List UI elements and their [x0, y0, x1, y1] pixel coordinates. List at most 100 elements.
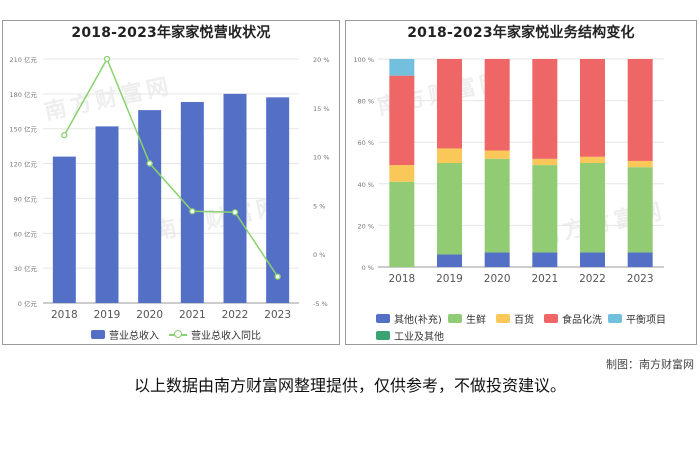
- revenue-bar: [138, 110, 162, 303]
- yoy-point: [274, 273, 281, 280]
- stacked-segment: [437, 163, 462, 255]
- x-tick-label: 2022: [579, 273, 606, 285]
- legend-label-food: 食品化洗: [562, 315, 602, 326]
- y-tick-label-right: 10 %: [313, 154, 330, 162]
- legend-swatch-balance: [608, 314, 622, 323]
- legend-swatch-others: [376, 314, 390, 323]
- x-tick-label: 2018: [388, 273, 415, 285]
- stacked-segment: [532, 165, 558, 253]
- y-tick-label-left: 120 亿元: [10, 160, 38, 169]
- stacked-segment: [437, 59, 462, 149]
- x-tick-label: 2020: [136, 309, 163, 321]
- revenue-bar: [223, 93, 247, 303]
- yoy-point: [103, 55, 111, 63]
- legend-item-food[interactable]: 食品化洗: [544, 311, 602, 326]
- revenue-chart-title: 2018-2023年家家悦营收状况: [71, 25, 271, 41]
- yoy-point: [61, 131, 68, 139]
- chart-credit: 制图：南方财富网: [606, 358, 694, 371]
- y-tick-label-left: 180 亿元: [10, 90, 38, 99]
- legend-swatch-food: [544, 314, 558, 323]
- stacked-segment: [437, 254, 462, 267]
- stacked-segment: [484, 252, 510, 267]
- legend-label-revenue: 营业总收入: [109, 331, 159, 342]
- legend-swatch-general: [496, 314, 510, 323]
- structure-chart-panel: 2018-2023年家家悦业务结构变化 南方财富网 南方财富网 0 %20 %4…: [345, 20, 697, 345]
- legend-label-others: 其他(补充): [394, 315, 442, 326]
- y-tick-label-left: 90 亿元: [14, 194, 38, 203]
- x-tick-label: 2022: [222, 309, 249, 321]
- legend-label-industry: 工业及其他: [394, 332, 444, 343]
- stacked-segment: [627, 252, 653, 267]
- legend-swatch-yoy: [169, 330, 187, 339]
- legend-item-revenue[interactable]: 营业总收入: [91, 327, 159, 342]
- y-tick-label: 100 %: [353, 56, 374, 64]
- stacked-segment: [580, 163, 605, 253]
- legend-item-industry[interactable]: 工业及其他: [376, 328, 444, 343]
- structure-chart-title: 2018-2023年家家悦业务结构变化: [407, 25, 635, 41]
- stacked-segment: [627, 167, 653, 253]
- stacked-segment: [389, 75, 415, 166]
- x-tick-label: 2023: [627, 273, 654, 285]
- stacked-segment: [580, 252, 605, 267]
- legend-swatch-industry: [376, 331, 390, 340]
- y-tick-label-left: 0 亿元: [18, 299, 38, 308]
- yoy-point: [189, 208, 196, 215]
- stacked-segment: [532, 59, 558, 159]
- legend-item-general[interactable]: 百货: [496, 311, 534, 326]
- revenue-bar: [180, 101, 204, 303]
- legend-item-yoy[interactable]: 营业总收入同比: [169, 327, 261, 342]
- revenue-bar: [266, 97, 290, 303]
- y-tick-label-left: 150 亿元: [10, 125, 38, 134]
- legend-label-balance: 平衡项目: [626, 315, 666, 326]
- stacked-segment: [627, 160, 653, 168]
- stacked-segment: [580, 156, 605, 163]
- revenue-bar: [95, 126, 119, 303]
- legend-item-balance[interactable]: 平衡项目: [608, 311, 666, 326]
- y-tick-label-left: 210 亿元: [10, 55, 38, 64]
- y-tick-label: 60 %: [357, 139, 374, 147]
- disclaimer-text: 以上数据由南方财富网整理提供，仅供参考，不做投资建议。: [133, 376, 566, 395]
- legend-item-others[interactable]: 其他(补充): [376, 311, 442, 326]
- x-tick-label: 2021: [179, 309, 206, 321]
- y-tick-label-right: 20 %: [313, 56, 330, 64]
- stacked-segment: [532, 158, 558, 166]
- y-tick-label-left: 30 亿元: [14, 264, 38, 273]
- revenue-chart-panel: 2018-2023年家家悦营收状况 南方财富网 南方财富网 0 亿元 30 亿元 6…: [2, 20, 340, 345]
- y-tick-label-right: 5 %: [313, 202, 325, 210]
- stacked-segment: [627, 59, 653, 161]
- y-tick-label: 40 %: [357, 181, 374, 189]
- legend-label-yoy: 营业总收入同比: [191, 331, 261, 342]
- y-tick-label-right: 15 %: [313, 105, 330, 113]
- stacked-segment: [484, 59, 510, 151]
- x-tick-label: 2019: [94, 309, 121, 321]
- y-tick-label: 20 %: [357, 222, 374, 230]
- structure-legend: 其他(补充) 生鲜 百货 食品化洗 平衡项目 工业及其他: [346, 311, 696, 345]
- y-tick-label: 0 %: [362, 264, 374, 272]
- stacked-segment: [389, 165, 415, 182]
- revenue-bar: [52, 156, 76, 303]
- yoy-point: [231, 209, 239, 216]
- stacked-segment: [484, 158, 510, 253]
- x-tick-label: 2023: [264, 309, 291, 321]
- stacked-segment: [580, 59, 605, 157]
- stacked-segment: [389, 59, 415, 76]
- legend-label-fresh: 生鲜: [466, 315, 486, 326]
- revenue-chart-canvas: 0 亿元 30 亿元 60 亿元 90 亿元 120 亿元 150 亿元 180 亿元 210…: [10, 55, 330, 321]
- stacked-segment: [484, 150, 510, 159]
- legend-swatch-fresh: [448, 314, 462, 323]
- x-tick-label: 2019: [436, 273, 463, 285]
- yoy-point: [146, 160, 153, 167]
- revenue-legend: 营业总收入 营业总收入同比: [3, 327, 339, 342]
- x-tick-label: 2018: [51, 309, 78, 321]
- x-tick-label: 2020: [484, 273, 511, 285]
- stacked-segment: [389, 181, 415, 267]
- structure-chart-canvas: 0 % 20 % 40 % 60 % 80 % 100 % 2018 2019 2020 2021…: [353, 56, 664, 285]
- legend-item-fresh[interactable]: 生鲜: [448, 311, 486, 326]
- y-tick-label: 80 %: [357, 98, 374, 106]
- stacked-segment: [437, 148, 462, 163]
- stacked-segment: [532, 252, 558, 267]
- x-tick-label: 2021: [531, 273, 558, 285]
- y-tick-label-left: 60 亿元: [14, 229, 38, 238]
- legend-label-general: 百货: [514, 315, 534, 326]
- yoy-line: [63, 57, 279, 278]
